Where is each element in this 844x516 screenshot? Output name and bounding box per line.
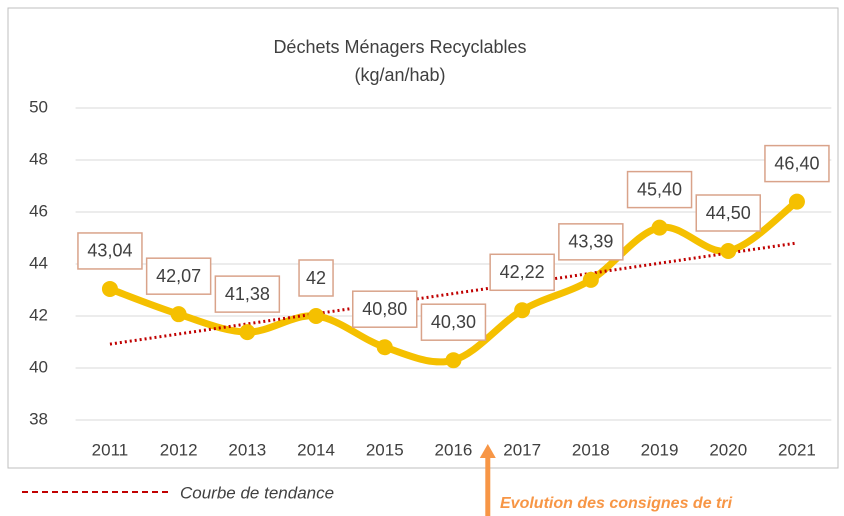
y-tick-label: 44: [29, 253, 48, 272]
x-tick-label: 2020: [709, 440, 747, 459]
data-label-box: [489, 253, 555, 292]
data-label: 43,04: [87, 241, 132, 261]
data-label-box: [145, 257, 212, 295]
y-tick-label: 46: [29, 201, 48, 220]
x-tick-label: 2011: [92, 440, 129, 459]
data-label-box: [558, 223, 624, 261]
y-tick-label: 50: [29, 97, 48, 116]
point: [170, 306, 187, 323]
chart-title: Déchets Ménagers Recyclables: [273, 37, 526, 57]
data-label-box: [695, 194, 761, 232]
point: [239, 324, 256, 341]
data-label-box: [626, 170, 693, 209]
point: [651, 219, 668, 236]
point: [582, 271, 599, 288]
data-label: 45,40: [637, 179, 682, 199]
chart-frame: [7, 7, 839, 469]
x-tick-label: 2013: [228, 440, 266, 459]
data-label-box: [420, 303, 487, 341]
x-tick-label: 2014: [297, 440, 335, 459]
annotation: Evolution des consignes de tri: [500, 495, 733, 512]
data-label-box: [214, 275, 281, 313]
chart-subtitle: (kg/an/hab): [354, 65, 445, 85]
legend-label: Courbe de tendance: [180, 483, 334, 502]
data-label: 40,30: [431, 312, 476, 332]
data-label: 42,07: [156, 266, 201, 286]
data-label: 42: [306, 268, 326, 288]
point: [308, 308, 325, 324]
x-tick-label: 2017: [503, 440, 541, 459]
y-tick-label: 40: [29, 357, 48, 376]
data-label-box: [352, 290, 418, 328]
x-tick-label: 2019: [641, 440, 679, 459]
data-label: 43,39: [568, 232, 613, 252]
x-tick-label: 2016: [435, 440, 473, 459]
point: [445, 352, 462, 369]
data-label-box: [77, 232, 143, 270]
x-tick-label: 2015: [366, 440, 404, 459]
x-tick-label: 2021: [778, 440, 816, 459]
data-label: 41,38: [225, 284, 270, 304]
point: [376, 339, 393, 356]
trend-line: [109, 241, 798, 346]
point: [788, 193, 805, 210]
x-tick-label: 2012: [160, 440, 198, 459]
data-label: 40,80: [362, 299, 407, 319]
x-tick-label: 2018: [572, 440, 610, 459]
point: [514, 302, 531, 319]
data-label-box: [298, 259, 334, 297]
y-tick-label: 48: [29, 149, 48, 168]
point: [720, 243, 737, 259]
point: [101, 280, 118, 297]
data-label-box: [764, 144, 830, 183]
data-label: 46,40: [774, 153, 819, 173]
y-tick-label: 38: [29, 409, 48, 428]
data-label: 44,50: [706, 203, 751, 223]
y-tick-label: 42: [29, 305, 48, 324]
annotation-arrow-head: [479, 444, 496, 458]
data-label: 42,22: [500, 262, 545, 282]
